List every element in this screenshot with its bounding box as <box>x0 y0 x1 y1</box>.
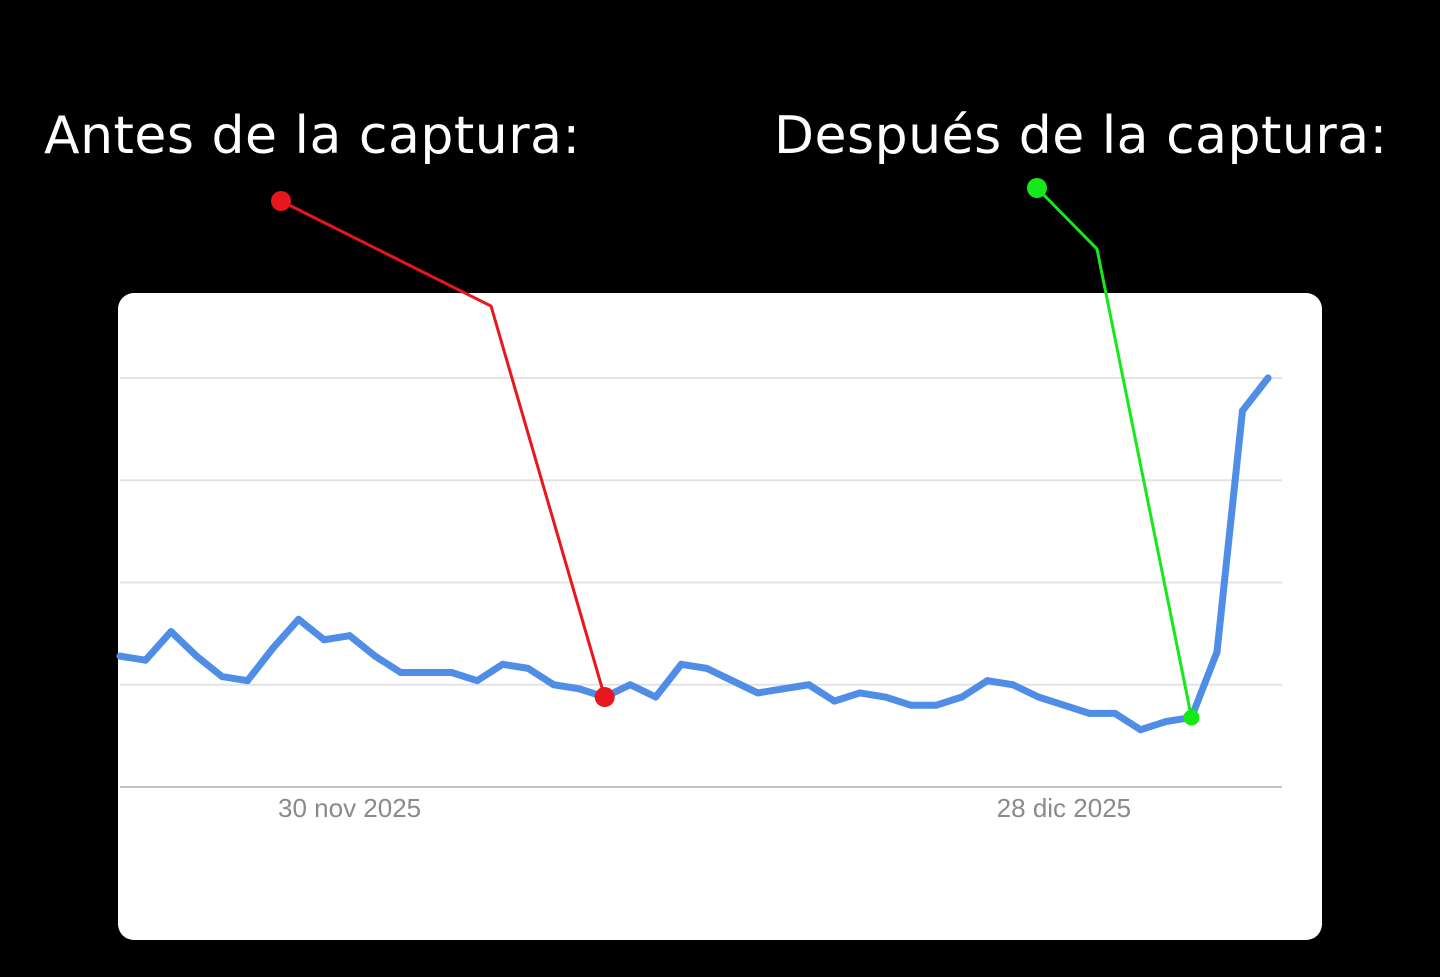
annotation-leader-before <box>280 199 607 698</box>
data-point <box>907 701 915 709</box>
data-point <box>652 693 660 701</box>
annotation-point-dot-after <box>1183 709 1200 726</box>
data-point <box>218 673 226 681</box>
x-tick-label: 28 dic 2025 <box>997 793 1131 823</box>
data-point <box>779 685 787 693</box>
data-point <box>1034 693 1042 701</box>
data-point <box>1238 407 1246 415</box>
annotation-leader-after <box>1035 186 1193 718</box>
data-point <box>320 636 328 644</box>
data-point <box>1111 709 1119 717</box>
data-point <box>805 681 813 689</box>
caption-after: Después de la captura: <box>774 106 1388 166</box>
data-point <box>116 652 124 660</box>
data-point <box>1085 709 1093 717</box>
data-point <box>1060 701 1068 709</box>
annotation-point-dot-before <box>594 687 615 708</box>
data-point <box>550 681 558 689</box>
chart-gridlines <box>120 377 1282 686</box>
data-point <box>881 693 889 701</box>
data-point <box>397 668 405 676</box>
data-point <box>575 685 583 693</box>
data-point <box>1009 681 1017 689</box>
caption-before: Antes de la captura: <box>44 106 581 166</box>
data-point <box>1213 648 1221 656</box>
data-point <box>932 701 940 709</box>
data-point <box>958 693 966 701</box>
data-point <box>983 677 991 685</box>
annotation-start-dot-after <box>1027 178 1047 198</box>
data-point <box>728 677 736 685</box>
data-point <box>1264 374 1272 382</box>
x-tick-label: 30 nov 2025 <box>278 793 421 823</box>
series-line <box>116 374 1272 734</box>
chart-x-axis: 30 nov 2025 28 dic 2025 <box>120 786 1282 823</box>
data-point <box>346 632 354 640</box>
data-point <box>167 628 175 636</box>
annotation-start-dot-before <box>271 191 291 211</box>
data-point <box>856 689 864 697</box>
data-point <box>422 668 430 676</box>
chart-card <box>118 293 1322 940</box>
data-point <box>1136 726 1144 734</box>
data-point <box>295 615 303 623</box>
data-point <box>703 664 711 672</box>
data-point <box>142 656 150 664</box>
data-point <box>473 677 481 685</box>
data-point <box>677 660 685 668</box>
data-point <box>244 677 252 685</box>
data-point <box>626 681 634 689</box>
data-point <box>499 660 507 668</box>
data-point <box>269 644 277 652</box>
chart-annotations <box>271 178 1200 726</box>
data-point <box>754 689 762 697</box>
data-point <box>448 668 456 676</box>
data-point <box>830 697 838 705</box>
data-point <box>1162 718 1170 726</box>
data-point <box>371 652 379 660</box>
data-point <box>193 652 201 660</box>
data-point <box>524 664 532 672</box>
chart-series-layer <box>116 374 1272 734</box>
